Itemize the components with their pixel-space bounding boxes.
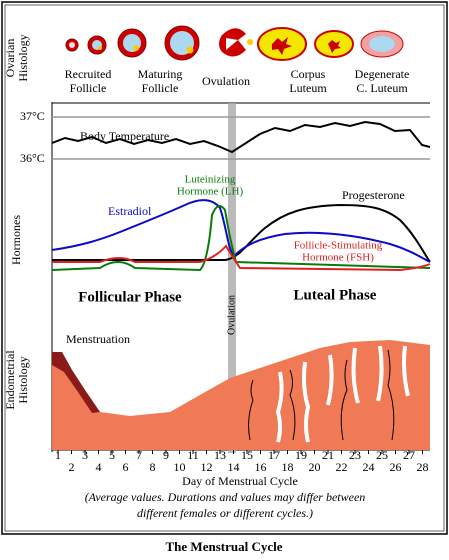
stage-label: Luteum bbox=[289, 81, 327, 95]
day-label: 2 bbox=[69, 460, 75, 474]
hormones-label: Hormones bbox=[9, 215, 23, 265]
day-label: 22 bbox=[336, 460, 348, 474]
day-label: 24 bbox=[363, 460, 375, 474]
ovarian-label: Ovarian Histology bbox=[3, 34, 30, 81]
endometrial-label: Endometrial Histology bbox=[3, 350, 30, 410]
endometrial-label-line: Histology bbox=[16, 356, 30, 403]
stage-label: Follicle bbox=[70, 81, 107, 95]
day-label: 10 bbox=[174, 460, 186, 474]
phase-label: Follicular Phase bbox=[78, 289, 182, 305]
day-label: 12 bbox=[201, 460, 213, 474]
glands bbox=[275, 345, 410, 443]
stage-label: Maturing bbox=[138, 67, 183, 81]
day-label: 8 bbox=[150, 460, 156, 474]
fsh-curve bbox=[52, 244, 431, 272]
arteries bbox=[248, 349, 395, 441]
stage-label: Ovulation bbox=[202, 74, 250, 88]
temp-curve-label: Body Temperature bbox=[80, 129, 169, 143]
ovarian-label-line: Ovarian bbox=[3, 39, 17, 78]
note: different females or different cycles.) bbox=[137, 506, 313, 520]
fsh-label: Follicle-Stimulating bbox=[294, 240, 383, 252]
day-label: 11 bbox=[187, 448, 199, 462]
day-label: 6 bbox=[123, 460, 129, 474]
stage-label: Degenerate bbox=[355, 67, 410, 81]
progesterone-curve bbox=[52, 203, 431, 263]
fsh-label: Hormone (FSH) bbox=[302, 252, 374, 264]
stage-label: Corpus bbox=[291, 67, 326, 81]
day-label: 1 bbox=[55, 448, 61, 462]
ovulation-label: Ovulation bbox=[226, 295, 237, 335]
stage-label: Recruited bbox=[65, 67, 112, 81]
menstrual-shedding bbox=[52, 352, 100, 413]
frame-inner bbox=[4, 4, 445, 532]
day-label: 13 bbox=[214, 448, 226, 462]
day-label: 9 bbox=[163, 448, 169, 462]
day-label: 27 bbox=[403, 448, 415, 462]
stage-label: C. Luteum bbox=[356, 81, 408, 95]
endometrial-label-line: Endometrial bbox=[3, 350, 17, 410]
endometrium bbox=[52, 340, 430, 450]
estradiol-curve bbox=[51, 199, 431, 263]
ovarian-label-line: Histology bbox=[16, 34, 30, 81]
frame bbox=[1, 1, 448, 535]
day-label: 14 bbox=[228, 460, 240, 474]
lh-label: Luteinizing bbox=[185, 174, 236, 186]
temp-label: 37°C bbox=[20, 109, 45, 123]
day-label: 28 bbox=[417, 460, 429, 474]
estradiol-label: Estradiol bbox=[108, 204, 152, 218]
menstruation-label: Menstruation bbox=[66, 332, 130, 346]
progesterone-label: Progesterone bbox=[342, 188, 405, 202]
day-label: 16 bbox=[255, 460, 267, 474]
day-label: 15 bbox=[241, 448, 253, 462]
day-label: 3 bbox=[82, 448, 88, 462]
lh-label: Hormone (LH) bbox=[177, 186, 244, 198]
caption: The Menstrual Cycle bbox=[166, 539, 283, 554]
follicle-icons bbox=[65, 25, 404, 61]
day-label: 19 bbox=[295, 448, 307, 462]
day-label: 20 bbox=[309, 460, 321, 474]
day-label: 17 bbox=[268, 448, 280, 462]
stage-label: Follicle bbox=[142, 81, 179, 95]
x-axis-title: Day of Menstrual Cycle bbox=[182, 474, 298, 488]
day-label: 23 bbox=[349, 448, 361, 462]
day-label: 4 bbox=[96, 460, 102, 474]
day-ticks: 1234567891011121314151617181920212223242… bbox=[55, 448, 429, 474]
day-label: 25 bbox=[376, 448, 388, 462]
day-label: 18 bbox=[282, 460, 294, 474]
body-temperature-curve bbox=[51, 120, 431, 154]
phase-label: Luteal Phase bbox=[294, 287, 377, 303]
day-label: 26 bbox=[390, 460, 402, 474]
ovulation-band bbox=[228, 103, 236, 453]
day-label: 7 bbox=[136, 448, 142, 462]
note: (Average values. Durations and values ma… bbox=[85, 490, 366, 504]
lh-curve bbox=[51, 205, 431, 272]
temp-label: 36°C bbox=[20, 151, 45, 165]
day-label: 5 bbox=[109, 448, 115, 462]
day-label: 21 bbox=[322, 448, 334, 462]
